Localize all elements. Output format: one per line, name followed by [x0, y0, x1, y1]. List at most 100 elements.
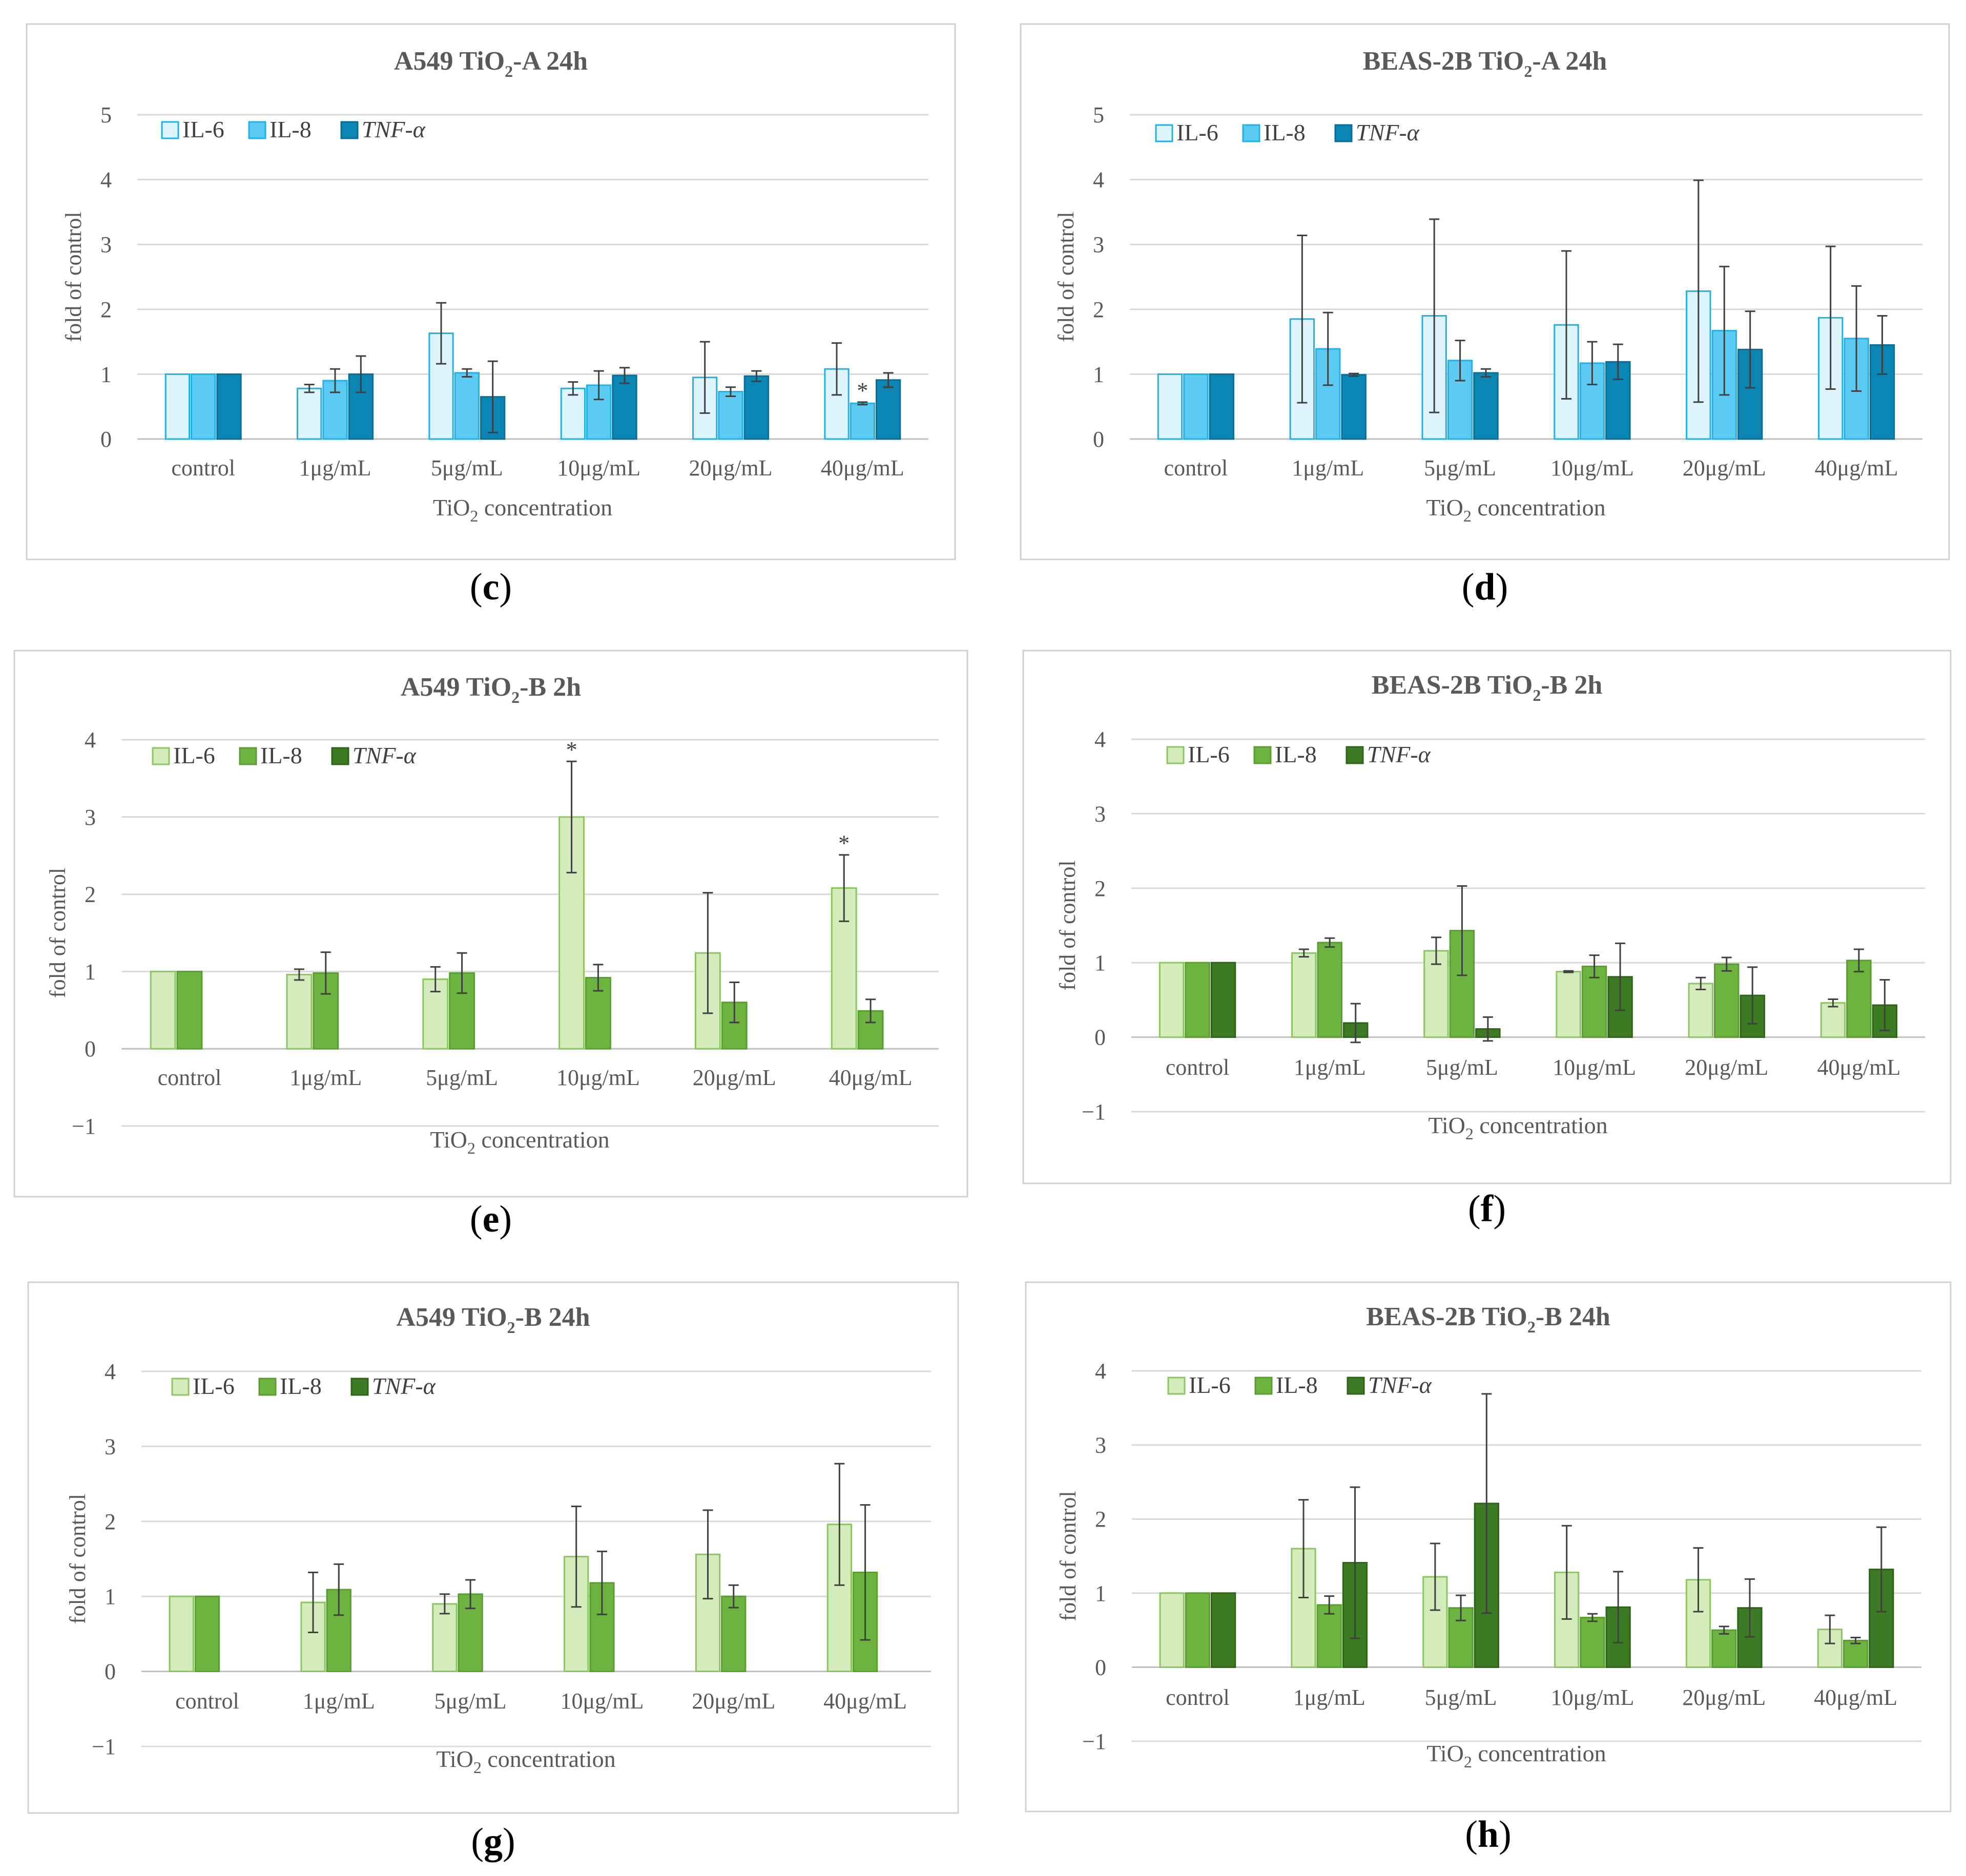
bar-IL6-3	[560, 387, 586, 440]
bar-IL6-0	[1158, 962, 1185, 1038]
bar-IL8-0	[194, 1595, 220, 1673]
significance-star: *	[838, 831, 850, 856]
title-main: A549 TiO	[396, 1303, 507, 1332]
bar-IL6-1	[1291, 952, 1317, 1038]
chart-title: A549 TiO2-A 24h	[394, 47, 588, 80]
bar-IL8-0	[191, 373, 216, 440]
bar-IL8-5	[850, 402, 875, 440]
panel-caption: (e)	[470, 1198, 512, 1240]
x-axis-label: TiO2 concentration	[436, 1746, 615, 1777]
bar-TNF-0	[216, 373, 242, 440]
legend-label: TNF-α	[1367, 741, 1431, 767]
x-tick-label: 5μg/mL	[426, 1065, 498, 1090]
y-tick-label: 0	[105, 1659, 116, 1684]
y-tick-label: 2	[105, 1509, 116, 1534]
caption-paren-close: )	[503, 1821, 515, 1863]
x-tick-label: 1μg/mL	[299, 455, 371, 481]
panel-caption: (h)	[1465, 1814, 1511, 1856]
caption-letter: g	[484, 1821, 503, 1863]
bar-IL6-0	[169, 1595, 194, 1673]
y-tick-label: 2	[1093, 297, 1104, 322]
x-tick-label: 1μg/mL	[303, 1689, 375, 1714]
caption-paren-open: (	[1462, 566, 1475, 608]
x-tick-label: control	[1164, 455, 1228, 481]
y-tick-label: 4	[105, 1359, 116, 1384]
xlabel-rest: concentration	[1472, 1740, 1606, 1766]
y-tick-label: 4	[1094, 727, 1106, 752]
x-tick-label: 40μg/mL	[829, 1065, 913, 1090]
title-main: BEAS-2B TiO	[1372, 671, 1533, 700]
bar-IL6-2	[1422, 1576, 1448, 1668]
y-axis-label: fold of control	[61, 212, 86, 342]
bar-IL8-0	[1185, 962, 1210, 1038]
x-tick-label: 5μg/mL	[431, 455, 503, 481]
xlabel-subscript: 2	[1465, 1124, 1474, 1143]
xlabel-rest: concentration	[475, 1127, 610, 1153]
legend-swatch-2	[1254, 1377, 1273, 1395]
y-tick-label: 0	[1095, 1655, 1106, 1680]
y-tick-label: 2	[100, 297, 112, 322]
significance-star: *	[857, 378, 868, 403]
legend-label: TNF-α	[362, 116, 426, 142]
panel-caption: (f)	[1468, 1188, 1506, 1230]
xlabel-main: TiO	[1426, 1740, 1463, 1766]
y-tick-label: 1	[1093, 362, 1104, 387]
x-tick-label: 40μg/mL	[823, 1689, 907, 1714]
chart-title: BEAS-2B TiO2-B 24h	[1366, 1302, 1610, 1336]
x-tick-label: control	[171, 455, 235, 481]
y-tick-label: 2	[1094, 876, 1106, 901]
x-tick-label: 10μg/mL	[556, 1065, 640, 1090]
legend-label: IL-8	[1264, 119, 1306, 145]
title-rest: -B 2h	[520, 673, 581, 702]
legend-label: IL-8	[1275, 741, 1317, 767]
bar-IL6-2	[432, 1603, 458, 1673]
x-tick-label: 5μg/mL	[1425, 1685, 1497, 1710]
y-tick-label: 3	[100, 232, 112, 257]
bar-TNF-2	[1473, 372, 1499, 440]
caption-letter: h	[1478, 1814, 1499, 1856]
y-tick-label: 1	[100, 362, 112, 387]
y-tick-label: 2	[1095, 1507, 1106, 1532]
x-tick-label: 5μg/mL	[434, 1689, 507, 1714]
bar-IL8-5	[857, 1010, 884, 1050]
x-tick-label: 20μg/mL	[1682, 1685, 1766, 1710]
legend-swatch-2	[1253, 746, 1272, 764]
y-axis-label: fold of control	[1053, 212, 1079, 342]
legend-label: TNF-α	[1356, 119, 1420, 145]
legend-swatch-3	[331, 747, 349, 765]
y-tick-label: 1	[85, 959, 96, 984]
bar-IL6-0	[150, 970, 176, 1050]
legend-swatch-2	[248, 121, 266, 139]
y-tick-label: 1	[1095, 1581, 1106, 1606]
title-main: BEAS-2B TiO	[1366, 1302, 1527, 1331]
title-rest: -A 24h	[513, 47, 588, 76]
bar-IL8-2	[454, 372, 480, 440]
title-subscript: 2	[511, 688, 520, 706]
xlabel-rest: concentration	[482, 1746, 616, 1772]
y-tick-label: 1	[1094, 950, 1106, 975]
y-tick-label: 3	[105, 1434, 116, 1459]
x-tick-label: 40μg/mL	[1814, 1685, 1897, 1710]
legend-label: IL-8	[1276, 1372, 1318, 1398]
y-tick-label: 4	[1093, 168, 1104, 193]
legend-label: TNF-α	[372, 1373, 436, 1399]
x-tick-label: 10μg/mL	[557, 455, 640, 481]
y-tick-label: 5	[1093, 102, 1104, 128]
bar-IL8-4	[1711, 1629, 1737, 1668]
caption-paren-close: )	[1493, 1188, 1506, 1230]
bar-TNF-4	[743, 375, 769, 440]
bar-TNF-1	[1341, 374, 1367, 440]
y-tick-label: 1	[105, 1584, 116, 1609]
x-tick-label: 5μg/mL	[1426, 1055, 1498, 1080]
xlabel-main: TiO	[436, 1746, 473, 1772]
y-tick-label: 0	[1094, 1025, 1106, 1050]
title-main: A549 TiO	[394, 47, 505, 76]
title-subscript: 2	[1527, 1318, 1536, 1336]
legend-swatch-1	[1166, 746, 1185, 764]
y-tick-label: −1	[92, 1734, 116, 1759]
title-rest: -B 2h	[1541, 671, 1602, 700]
